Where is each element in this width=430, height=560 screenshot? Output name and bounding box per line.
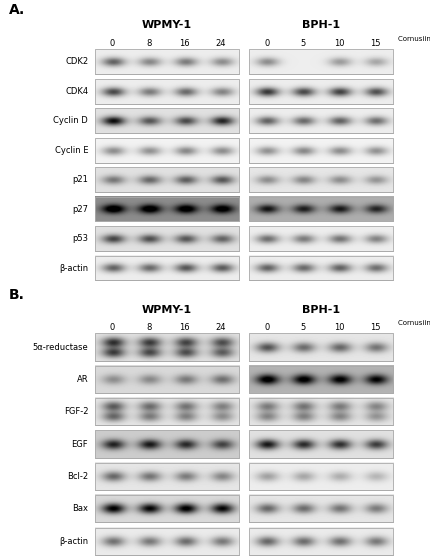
Bar <box>95 79 239 104</box>
Text: WPMY-1: WPMY-1 <box>141 305 192 315</box>
Text: BPH-1: BPH-1 <box>302 305 341 315</box>
Bar <box>249 528 393 554</box>
Text: EGF: EGF <box>71 440 88 449</box>
Text: 24: 24 <box>215 323 226 332</box>
Bar <box>249 431 393 458</box>
Bar <box>95 333 239 361</box>
Text: FGF-2: FGF-2 <box>64 407 88 416</box>
Bar <box>95 49 239 74</box>
Bar <box>95 109 239 133</box>
Bar <box>95 431 239 458</box>
Text: 24: 24 <box>215 39 226 48</box>
Bar <box>95 138 239 162</box>
Text: p53: p53 <box>72 234 88 243</box>
Bar <box>249 398 393 425</box>
Bar <box>95 463 239 490</box>
Text: β-actin: β-actin <box>59 264 88 273</box>
Text: 8: 8 <box>146 323 151 332</box>
Bar <box>95 138 239 162</box>
Bar <box>95 366 239 393</box>
Bar <box>249 79 393 104</box>
Text: p27: p27 <box>72 204 88 213</box>
Bar <box>249 256 393 281</box>
Text: 15: 15 <box>370 39 381 48</box>
Bar <box>95 495 239 522</box>
Bar <box>95 197 239 222</box>
Bar <box>249 109 393 133</box>
Bar <box>249 226 393 251</box>
Bar <box>95 79 239 104</box>
Bar <box>95 49 239 74</box>
Text: p21: p21 <box>72 175 88 184</box>
Text: β-actin: β-actin <box>59 536 88 545</box>
Text: Cyclin E: Cyclin E <box>55 146 88 155</box>
Bar <box>249 167 393 192</box>
Text: Cyclin D: Cyclin D <box>53 116 88 125</box>
Bar <box>249 366 393 393</box>
Text: Cornusiin A (uM): Cornusiin A (uM) <box>398 36 430 42</box>
Text: Bcl-2: Bcl-2 <box>67 472 88 481</box>
Bar <box>249 49 393 74</box>
Text: AR: AR <box>77 375 88 384</box>
Bar <box>95 197 239 222</box>
Text: 16: 16 <box>179 39 190 48</box>
Bar <box>249 226 393 251</box>
Text: 10: 10 <box>334 323 345 332</box>
Bar <box>95 463 239 490</box>
Bar <box>249 167 393 192</box>
Bar <box>249 79 393 104</box>
Bar <box>249 197 393 222</box>
Bar <box>249 138 393 162</box>
Bar <box>95 528 239 554</box>
Text: 0: 0 <box>265 39 270 48</box>
Bar <box>95 109 239 133</box>
Bar <box>95 495 239 522</box>
Bar <box>249 333 393 361</box>
Text: CDK4: CDK4 <box>65 87 88 96</box>
Bar <box>249 333 393 361</box>
Text: 0: 0 <box>110 323 115 332</box>
Bar <box>249 197 393 222</box>
Bar <box>249 463 393 490</box>
Bar <box>249 138 393 162</box>
Text: 5: 5 <box>301 39 306 48</box>
Bar <box>249 49 393 74</box>
Bar <box>249 528 393 554</box>
Bar <box>249 495 393 522</box>
Text: 15: 15 <box>370 323 381 332</box>
Text: WPMY-1: WPMY-1 <box>141 20 192 30</box>
Text: 0: 0 <box>265 323 270 332</box>
Text: A.: A. <box>9 3 25 17</box>
Text: BPH-1: BPH-1 <box>302 20 341 30</box>
Text: Cornusiin A (uM): Cornusiin A (uM) <box>398 320 430 326</box>
Bar <box>249 431 393 458</box>
Bar <box>95 528 239 554</box>
Text: 16: 16 <box>179 323 190 332</box>
Text: 5α-reductase: 5α-reductase <box>32 343 88 352</box>
Bar <box>249 366 393 393</box>
Text: 5: 5 <box>301 323 306 332</box>
Text: CDK2: CDK2 <box>65 57 88 66</box>
Bar <box>95 167 239 192</box>
Bar <box>95 333 239 361</box>
Bar <box>249 463 393 490</box>
Bar <box>95 167 239 192</box>
Bar <box>95 398 239 425</box>
Bar <box>95 226 239 251</box>
Text: 10: 10 <box>334 39 345 48</box>
Bar <box>249 398 393 425</box>
Text: B.: B. <box>9 288 25 302</box>
Text: Bax: Bax <box>72 504 88 514</box>
Bar <box>95 256 239 281</box>
Bar <box>95 431 239 458</box>
Bar <box>95 226 239 251</box>
Bar <box>249 495 393 522</box>
Bar <box>249 109 393 133</box>
Text: 0: 0 <box>110 39 115 48</box>
Bar <box>95 256 239 281</box>
Bar <box>249 256 393 281</box>
Bar <box>95 366 239 393</box>
Text: 8: 8 <box>146 39 151 48</box>
Bar <box>95 398 239 425</box>
